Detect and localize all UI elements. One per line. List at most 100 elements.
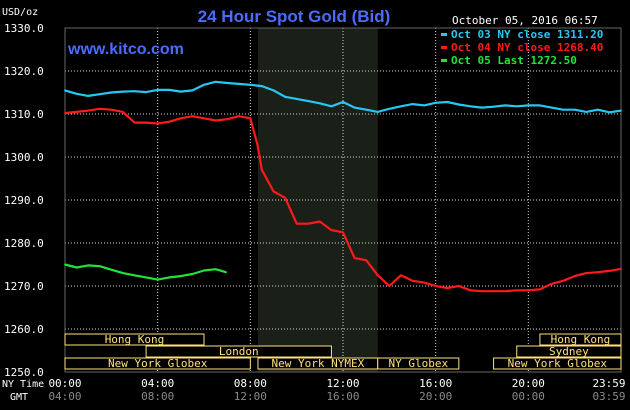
series-1-point-40 xyxy=(515,289,518,292)
series-1-point-4 xyxy=(110,108,113,111)
series-2-point-3 xyxy=(98,265,101,268)
series-1-point-22 xyxy=(307,222,310,225)
series-1-point-13 xyxy=(214,119,217,122)
series-1-point-10 xyxy=(179,117,182,120)
series-1-point-1 xyxy=(75,110,78,113)
series-2-point-1 xyxy=(75,266,78,269)
series-0-point-28 xyxy=(388,107,391,110)
series-1-point-30 xyxy=(400,274,402,277)
series-1-point-39 xyxy=(504,290,507,293)
series-2-point-6 xyxy=(133,274,136,277)
session-label-row3-0: New York Globex xyxy=(108,357,208,370)
series-1-point-0 xyxy=(64,112,66,115)
grid-lines xyxy=(64,27,622,373)
series-0-point-32 xyxy=(434,101,437,104)
series-0-point-47 xyxy=(608,111,611,114)
y-tick-label-0: 1330.0 xyxy=(4,22,44,35)
ny-tick-3: 12:00 xyxy=(326,377,359,390)
session-label-row2-0: London xyxy=(219,345,259,358)
series-0-point-1 xyxy=(75,92,78,95)
series-0-point-35 xyxy=(469,105,472,108)
y-tick-label-3: 1300.0 xyxy=(4,151,44,164)
y-tick-label-4: 1290.0 xyxy=(4,194,44,207)
y-tick-labels: 1330.0 1320.0 1310.0 1300.0 1290.0 1280.0 1270… xyxy=(4,22,44,379)
series-2-point-2 xyxy=(87,264,90,267)
series-0-point-8 xyxy=(156,89,159,91)
series-0-point-25 xyxy=(353,106,356,109)
series-0-point-39 xyxy=(515,105,518,108)
series-0-point-27 xyxy=(376,110,379,113)
series-1-point-32 xyxy=(423,281,425,284)
y-tick-label-6: 1270.0 xyxy=(4,280,44,293)
series-0-point-3 xyxy=(98,93,101,96)
series-1-point-46 xyxy=(585,272,588,274)
series-2-point-14 xyxy=(225,271,227,274)
legend-label-1: Oct 04 NY close 1268.40 xyxy=(451,41,603,54)
series-2-point-10 xyxy=(179,275,182,278)
series-0-point-48 xyxy=(620,109,622,112)
session-label-row3-2: NY Globex xyxy=(388,357,448,370)
series-2-point-11 xyxy=(191,273,194,275)
series-0-point-44 xyxy=(573,108,576,111)
series-1-point-24 xyxy=(330,229,333,232)
series-0-point-10 xyxy=(179,90,182,93)
series-1-point-44 xyxy=(562,279,564,282)
series-0-point-7 xyxy=(145,91,147,93)
series-0-point-17 xyxy=(261,85,263,87)
series-0-point-31 xyxy=(423,104,425,107)
ny-tick-4: 16:00 xyxy=(419,377,452,390)
series-2-point-8 xyxy=(156,278,159,281)
series-0-point-33 xyxy=(446,101,449,103)
series-1-point-3 xyxy=(98,107,101,110)
series-1-point-37 xyxy=(481,290,483,293)
y-tick-label-5: 1280.0 xyxy=(4,237,44,250)
ny-tick-1: 04:00 xyxy=(141,377,174,390)
series-line-1 xyxy=(64,107,622,293)
gmt-tick-5: 00:00 xyxy=(512,390,545,403)
series-1-point-9 xyxy=(168,120,171,123)
series-1-point-47 xyxy=(596,271,599,274)
series-0-point-19 xyxy=(284,95,286,98)
series-0-point-16 xyxy=(249,83,252,86)
series-0-point-0 xyxy=(64,89,66,92)
series-1-point-18 xyxy=(261,169,263,171)
session-label-row3-1: New York NYMEX xyxy=(272,357,365,370)
series-1-point-20 xyxy=(284,196,286,199)
series-2-point-5 xyxy=(122,272,124,274)
series-0-point-13 xyxy=(214,80,217,83)
series-0-point-37 xyxy=(492,105,495,108)
series-2-point-0 xyxy=(64,263,66,266)
gmt-tick-6: 03:59 xyxy=(592,390,625,403)
series-1-point-48 xyxy=(608,270,611,272)
website-label: www.kitco.com xyxy=(67,41,184,58)
session-box-row3-2 xyxy=(377,357,460,370)
session-label-row1-1: Hong Kong xyxy=(551,333,611,346)
series-1-point-31 xyxy=(411,279,414,282)
series-0-point-18 xyxy=(272,89,275,92)
x-tick-labels: 00:00 04:00 08:00 12:00 16:00 20:00 23:5904:00… xyxy=(48,377,625,403)
chart-title: 24 Hour Spot Gold (Bid) xyxy=(198,7,391,26)
series-1-point-14 xyxy=(226,118,229,121)
series-1-point-2 xyxy=(87,109,90,112)
series-1-point-26 xyxy=(353,257,356,259)
series-0-point-4 xyxy=(110,91,113,94)
series-1-point-12 xyxy=(203,117,205,120)
ny-tick-6: 23:59 xyxy=(592,377,625,390)
series-0-point-6 xyxy=(133,90,136,93)
series-1-point-21 xyxy=(295,222,298,225)
series-2-point-13 xyxy=(214,268,217,271)
series-1-point-33 xyxy=(434,285,437,287)
series-0-point-30 xyxy=(411,103,414,106)
series-0-point-34 xyxy=(457,103,460,106)
legend-swatch-0 xyxy=(441,33,447,36)
series-1-point-25 xyxy=(342,231,344,234)
series-0-point-36 xyxy=(481,106,483,109)
session-box-row1-0 xyxy=(64,333,205,346)
units-label: USD/oz xyxy=(2,7,38,18)
series-1-point-17 xyxy=(256,143,259,146)
series-1-point-41 xyxy=(527,289,530,292)
series-1-point-6 xyxy=(133,121,136,124)
session-label-row3-3: New York Globex xyxy=(508,357,608,370)
session-label-row2-1: Sydney xyxy=(549,345,589,358)
